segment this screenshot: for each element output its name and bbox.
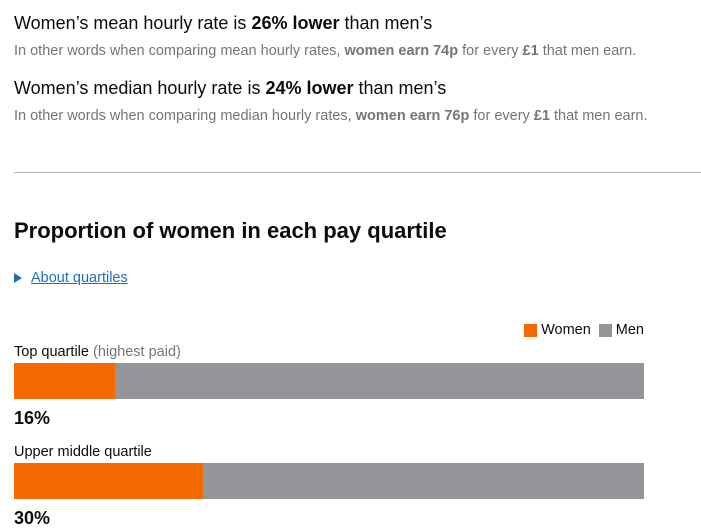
quartiles-title: Proportion of women in each pay quartile (14, 218, 447, 243)
upper-middle-quartile-bar (14, 463, 644, 499)
legend-women-label: Women (541, 322, 591, 338)
upper-middle-quartile-women-segment (14, 463, 203, 499)
mean-headline-end: than men’s (339, 13, 433, 33)
legend-women-swatch (524, 323, 538, 337)
median-explanation-mid: for every (469, 108, 534, 124)
median-pound: £1 (533, 108, 550, 124)
legend-men: Men (598, 320, 644, 340)
median-women-earn: women earn 76p (355, 108, 470, 124)
top-quartile-men-segment (114, 363, 644, 399)
disclosure-triangle-icon[interactable] (14, 273, 22, 283)
median-explanation-end: that men earn. (549, 108, 648, 124)
upper-middle-quartile-label: Upper middle quartile (14, 442, 152, 462)
top-quartile-bar (14, 363, 644, 399)
median-headline-text: Women’s median hourly rate is (14, 78, 266, 98)
upper-middle-quartile-men-segment (203, 463, 644, 499)
mean-women-earn: women earn 74p (344, 43, 459, 59)
mean-headline-text: Women’s mean hourly rate is (14, 13, 252, 33)
median-explanation-text: In other words when comparing median hou… (14, 108, 356, 124)
top-quartile-percent: 16% (14, 408, 51, 428)
section-divider (14, 172, 701, 173)
mean-pound: £1 (522, 43, 539, 59)
mean-headline: Women’s mean hourly rate is 26% lower th… (14, 12, 432, 34)
mean-explanation-text: In other words when comparing mean hourl… (14, 43, 345, 59)
median-highlight: 24% lower (265, 78, 354, 98)
mean-explanation-end: that men earn. (538, 43, 637, 59)
top-quartile-name: Top quartile (14, 344, 89, 360)
about-quartiles-details[interactable]: About quartiles (14, 268, 128, 288)
mean-explanation: In other words when comparing mean hourl… (14, 41, 636, 61)
legend-men-swatch (598, 323, 612, 337)
legend-men-label: Men (615, 322, 644, 338)
mean-highlight: 26% lower (251, 13, 340, 33)
chart-legend: Women Men (524, 320, 644, 340)
top-quartile-note: (highest paid) (93, 344, 181, 360)
mean-explanation-mid: for every (458, 43, 523, 59)
upper-middle-quartile-name: Upper middle quartile (14, 444, 152, 460)
about-quartiles-link[interactable]: About quartiles (31, 270, 128, 286)
top-quartile-women-segment (14, 363, 115, 399)
upper-middle-quartile-percent: 30% (14, 508, 51, 528)
top-quartile-label: Top quartile (highest paid) (14, 342, 181, 362)
median-headline: Women’s median hourly rate is 24% lower … (14, 77, 446, 99)
median-explanation: In other words when comparing median hou… (14, 106, 648, 126)
median-headline-end: than men’s (353, 78, 447, 98)
legend-women: Women (524, 320, 591, 340)
